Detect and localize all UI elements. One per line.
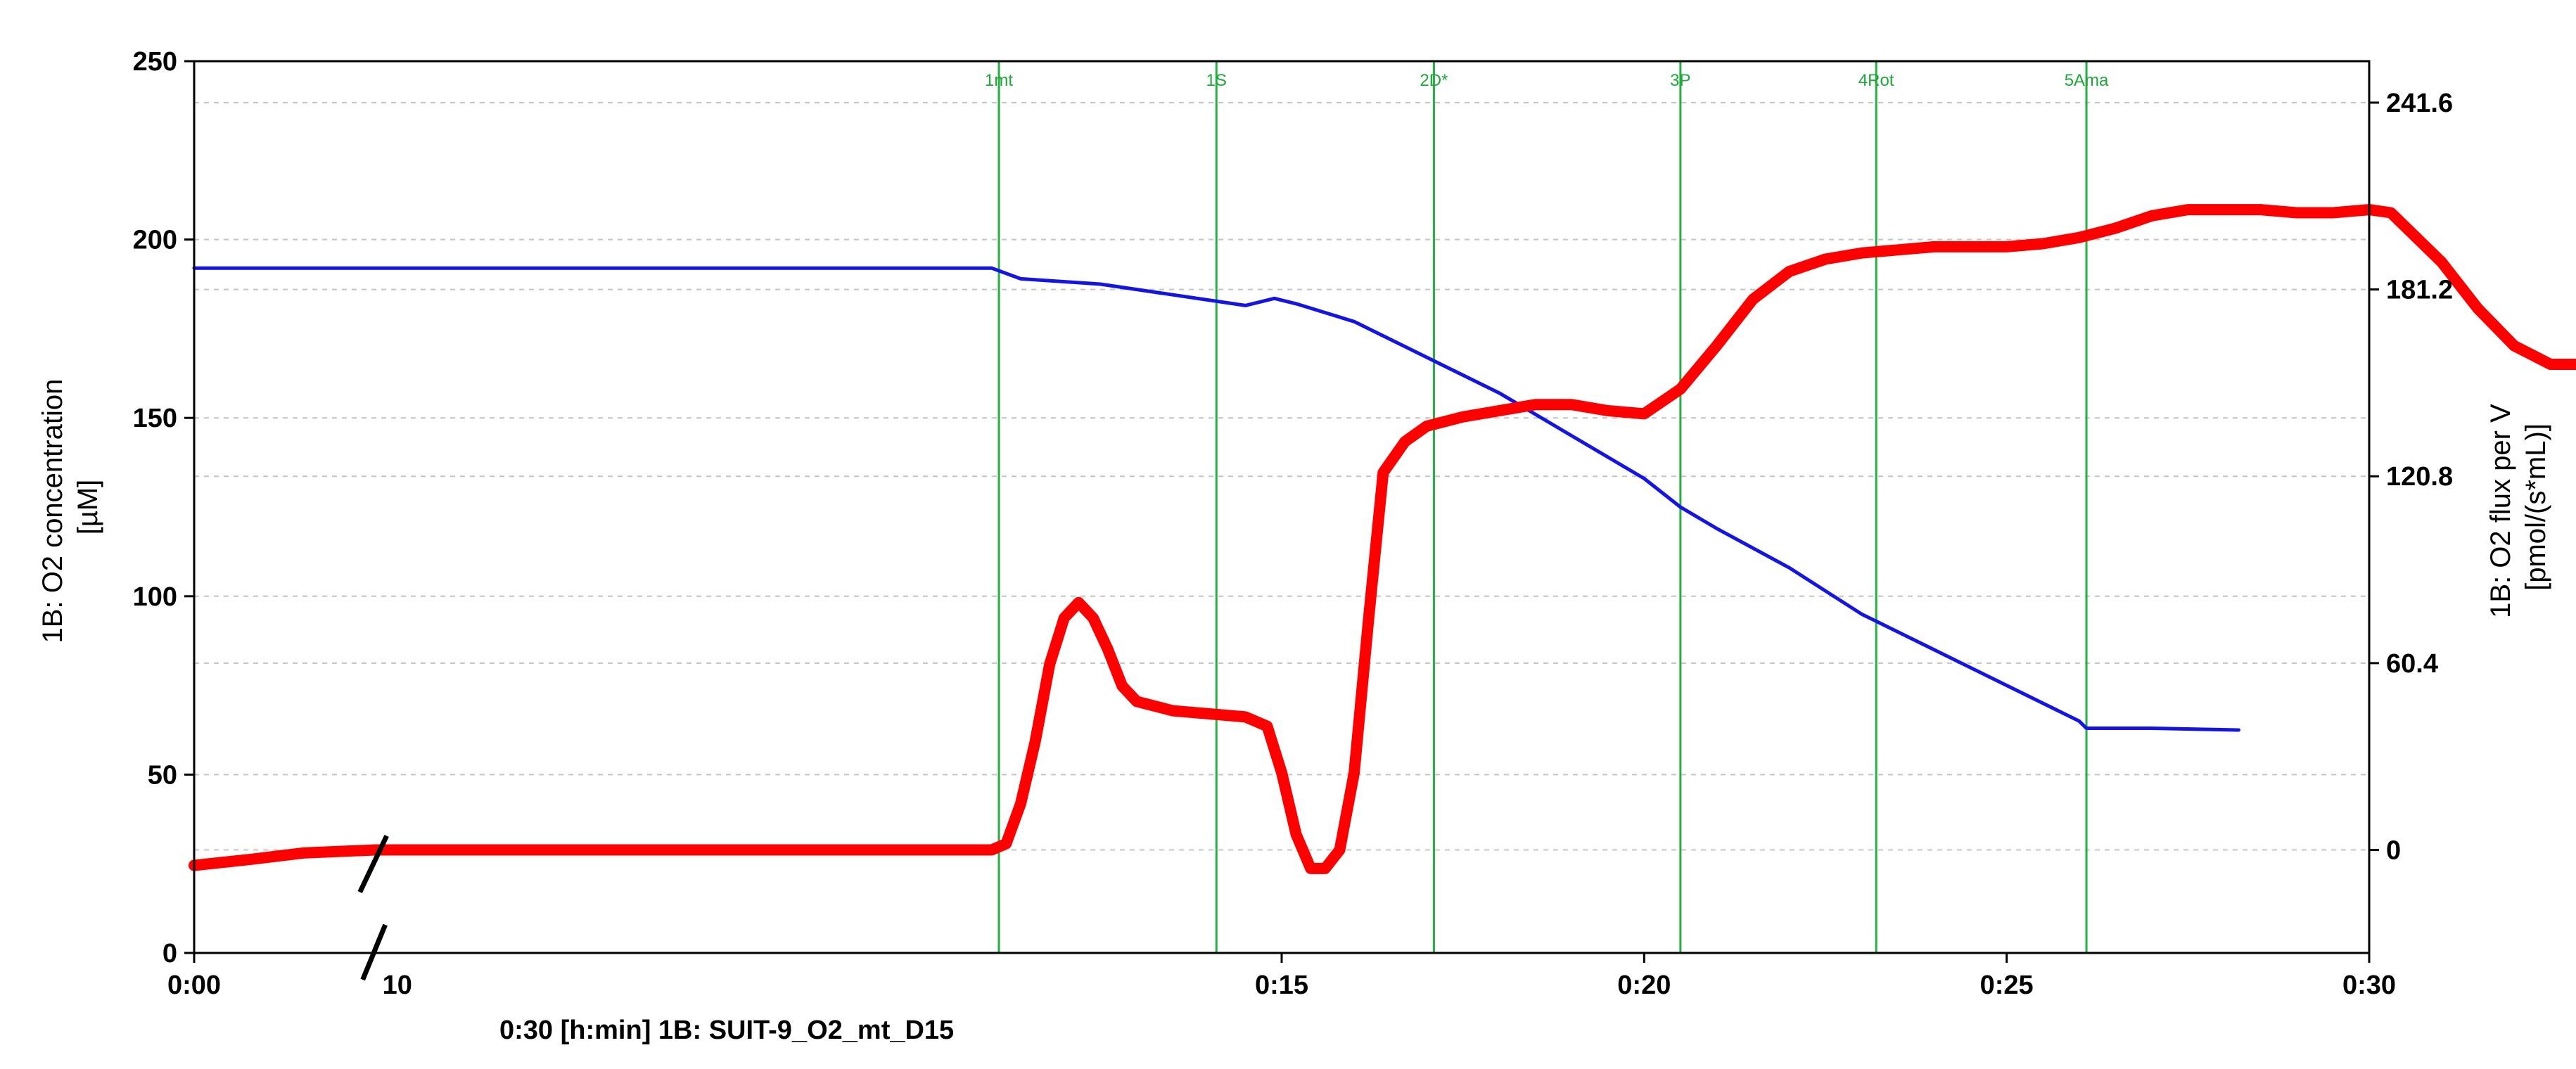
event-label: 1S	[1206, 71, 1227, 90]
x-tick-label: 0:20	[1617, 971, 1671, 1000]
y-axis-right-title-line1: 1B: O2 flux per V	[2485, 404, 2516, 618]
event-label: 2D*	[1420, 71, 1448, 90]
y-left-tick-label: 50	[148, 760, 177, 790]
event-label: 1mt	[985, 71, 1013, 90]
plot-frame	[194, 61, 2369, 953]
y-right-tick-label: 181.2	[2386, 276, 2453, 305]
y-left-tick-label: 250	[133, 47, 177, 77]
event-label: 3P	[1670, 71, 1690, 90]
event-markers: 1mt 1S 2D* 3P 4Rot 5Ama	[985, 61, 2109, 953]
x-tick-label: 0:15	[1255, 971, 1308, 1000]
x-tick-label: 0:25	[1980, 971, 2034, 1000]
y-right-tick-label: 120.8	[2386, 462, 2453, 492]
axis-tick-labels: 0 50 100 150 200 250 0 60.4 120.8 181.2 241.6 0:00 0…	[133, 47, 2454, 1000]
y-axis-right-title-line2: [pmol/(s*mL)]	[2520, 423, 2551, 591]
y-axis-left-title: 1B: O2 concentration [µM]	[37, 371, 103, 644]
event-label: 4Rot	[1858, 71, 1894, 90]
event-label: 5Ama	[2065, 71, 2109, 90]
x-axis-footer: 0:30 [h:min] 1B: SUIT-9_O2_mt_D15	[499, 1016, 954, 1045]
grid	[194, 103, 2369, 850]
y-left-tick-label: 150	[133, 404, 177, 433]
axis-break-slash-data	[360, 836, 387, 892]
series-group	[194, 210, 2576, 869]
series-line-2	[194, 210, 2576, 869]
axis-break-marker	[360, 836, 387, 980]
axis-ticks	[184, 61, 2379, 963]
y-axis-left-title-line2: [µM]	[72, 480, 103, 535]
y-left-tick-label: 0	[162, 939, 177, 968]
y-left-tick-label: 200	[133, 226, 177, 255]
x-break-label: 10	[383, 971, 412, 1000]
y-left-tick-label: 100	[133, 582, 177, 612]
x-tick-label: 0:00	[167, 971, 221, 1000]
y-right-tick-label: 60.4	[2386, 649, 2438, 679]
x-tick-label: 0:30	[2342, 971, 2396, 1000]
y-axis-right-title: 1B: O2 flux per V [pmol/(s*mL)]	[2485, 396, 2551, 618]
y-right-tick-label: 0	[2386, 836, 2401, 866]
y-right-tick-label: 241.6	[2386, 89, 2453, 118]
y-axis-left-title-line1: 1B: O2 concentration	[37, 379, 68, 644]
